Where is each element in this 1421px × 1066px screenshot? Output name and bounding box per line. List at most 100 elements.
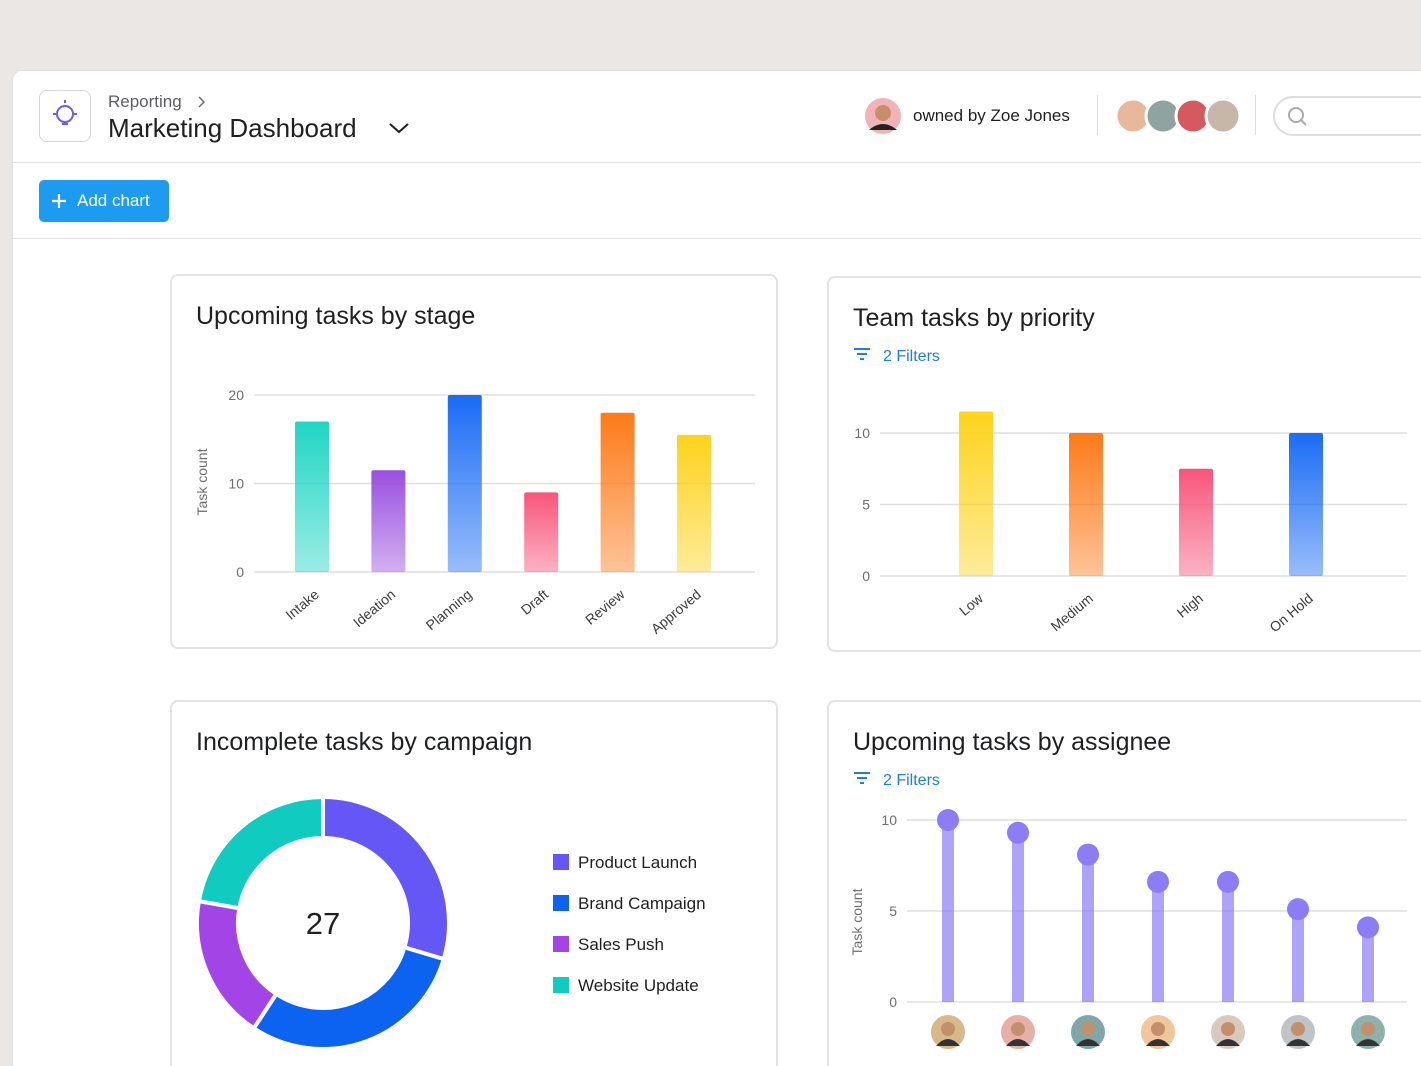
chart-title: Incomplete tasks by campaign bbox=[196, 728, 532, 756]
y-tick-label: 0 bbox=[236, 564, 244, 580]
x-tick-label: Approved bbox=[648, 586, 704, 637]
legend-swatch bbox=[553, 895, 569, 911]
lollipop-stem bbox=[1012, 832, 1024, 1002]
bar bbox=[1179, 468, 1213, 576]
search-box[interactable] bbox=[1273, 96, 1421, 136]
avatar-body bbox=[1286, 1039, 1310, 1046]
avatar-body bbox=[1006, 1039, 1030, 1046]
owner: owned by Zoe Jones bbox=[913, 106, 1070, 125]
lollipop-stem bbox=[1082, 854, 1094, 1002]
toolbar: Add chart bbox=[13, 163, 1421, 239]
bar bbox=[295, 421, 329, 572]
lollipop-dot bbox=[1077, 843, 1099, 866]
y-tick-label: 5 bbox=[889, 903, 897, 919]
bar bbox=[1069, 433, 1103, 576]
avatar-face bbox=[1361, 1022, 1375, 1036]
app-icon bbox=[39, 90, 91, 142]
bar bbox=[600, 412, 635, 572]
donut-segment bbox=[321, 794, 451, 962]
bar bbox=[524, 492, 559, 572]
chart-card: Incomplete tasks by campaign Product Laun… bbox=[170, 700, 778, 1066]
avatar-body bbox=[1076, 1039, 1100, 1046]
lollipop-stem bbox=[1362, 927, 1374, 1002]
filter-link: 2 Filters bbox=[883, 348, 940, 365]
donut-segment bbox=[195, 898, 280, 1032]
avatar-face bbox=[1291, 1022, 1305, 1036]
y-tick-label: 10 bbox=[881, 812, 897, 828]
y-tick-label: 5 bbox=[862, 497, 870, 513]
breadcrumb[interactable]: Reporting bbox=[108, 92, 182, 111]
lollipop-dot bbox=[1147, 870, 1169, 893]
legend-label: Sales Push bbox=[578, 935, 664, 954]
assignee-avatar bbox=[1071, 1015, 1105, 1049]
y-tick-label: 0 bbox=[889, 994, 897, 1010]
x-tick-label: Ideation bbox=[350, 586, 398, 630]
avatar-face bbox=[1011, 1022, 1025, 1036]
chart: Upcoming tasks by stage 0 10 20 Task count In… bbox=[194, 302, 755, 637]
chart: Upcoming tasks by assignee 2 Filters 0 5 10 T… bbox=[849, 728, 1407, 1049]
filter-icon bbox=[854, 348, 870, 360]
lollipop-dot bbox=[1287, 898, 1309, 921]
avatar-face bbox=[941, 1022, 955, 1036]
dashboard-title[interactable]: Marketing Dashboard bbox=[108, 113, 357, 143]
bar bbox=[371, 470, 406, 572]
legend-label: Brand Campaign bbox=[578, 894, 706, 913]
chart-card: Upcoming tasks by assignee 2 Filters 0 5 10 T… bbox=[827, 700, 1421, 1066]
legend-swatch bbox=[553, 854, 569, 870]
donut-segment bbox=[250, 944, 447, 1051]
bar bbox=[447, 395, 482, 572]
y-axis-label: Task count bbox=[194, 448, 210, 515]
x-tick-label: Planning bbox=[423, 586, 475, 633]
avatar-body bbox=[1356, 1039, 1380, 1046]
lollipop-stem bbox=[1152, 881, 1164, 1002]
lollipop-dot bbox=[937, 809, 959, 831]
header: Reporting Marketing Dashboard owned by Z… bbox=[13, 71, 1421, 163]
filter-icon bbox=[854, 772, 870, 784]
bar bbox=[959, 411, 993, 576]
legend-swatch bbox=[553, 936, 569, 952]
avatar-face bbox=[1221, 1022, 1235, 1036]
x-tick-label: Low bbox=[956, 589, 987, 618]
legend-swatch bbox=[553, 977, 569, 993]
y-axis-label: Task count bbox=[849, 888, 865, 955]
chart-title: Upcoming tasks by stage bbox=[196, 302, 475, 330]
avatar-body bbox=[936, 1039, 960, 1046]
chart: Team tasks by priority 2 Filters 0 5 10 Low Me… bbox=[853, 304, 1407, 635]
x-tick-label: Medium bbox=[1047, 590, 1095, 634]
y-tick-label: 0 bbox=[862, 568, 870, 584]
owner-avatar bbox=[865, 98, 901, 134]
dropdown-arrow[interactable] bbox=[388, 121, 410, 135]
chart-title: Upcoming tasks by assignee bbox=[853, 728, 1171, 756]
lollipop-stem bbox=[1292, 909, 1304, 1002]
bar bbox=[1289, 433, 1323, 576]
bar bbox=[677, 434, 711, 572]
filter-link: 2 Filters bbox=[883, 772, 940, 789]
y-tick-label: 10 bbox=[228, 476, 244, 492]
plus-icon bbox=[52, 194, 66, 208]
lollipop-stem bbox=[1222, 881, 1234, 1002]
x-tick-label: Intake bbox=[282, 586, 322, 623]
x-tick-label: Review bbox=[582, 585, 628, 627]
add-chart-button[interactable]: Add chart bbox=[39, 180, 169, 222]
assignee-avatar bbox=[931, 1015, 965, 1049]
y-tick-label: 10 bbox=[854, 425, 870, 441]
donut-total: 27 bbox=[306, 906, 340, 941]
chart-card: Upcoming tasks by stage 0 10 20 Task count In… bbox=[170, 274, 778, 649]
avatar-face bbox=[1151, 1022, 1165, 1036]
avatar-body bbox=[1216, 1039, 1240, 1046]
lollipop-stem bbox=[942, 820, 954, 1002]
button-label: Add chart bbox=[77, 191, 150, 210]
chart: Incomplete tasks by campaign Product Laun… bbox=[195, 728, 706, 1051]
x-tick-label: Draft bbox=[518, 586, 552, 618]
assignee-avatar bbox=[1281, 1015, 1315, 1049]
chart-card: Team tasks by priority 2 Filters 0 5 10 Low Me… bbox=[827, 276, 1421, 652]
lollipop-dot bbox=[1217, 870, 1239, 893]
x-tick-label: On Hold bbox=[1266, 590, 1316, 635]
divider bbox=[1255, 95, 1256, 135]
member-avatars[interactable] bbox=[1113, 96, 1243, 136]
legend-label: Website Update bbox=[578, 976, 699, 995]
avatar-body bbox=[1146, 1039, 1170, 1046]
donut-segment bbox=[196, 794, 325, 911]
assignee-avatar bbox=[1001, 1015, 1035, 1049]
